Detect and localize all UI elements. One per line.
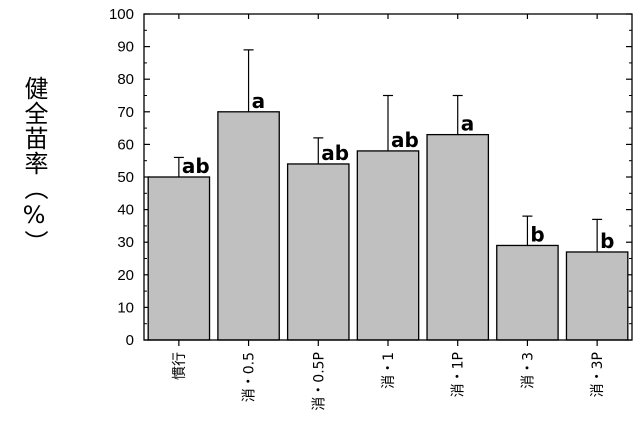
significance-label: a xyxy=(461,112,475,136)
y-tick-label: 80 xyxy=(117,71,134,88)
y-tick-label: 60 xyxy=(117,136,134,153)
y-tick-label: 100 xyxy=(109,6,134,23)
significance-label: ab xyxy=(182,154,210,178)
significance-label: ab xyxy=(391,128,419,152)
category-label: 消・0.5 xyxy=(242,352,258,402)
y-tick-label: 70 xyxy=(117,104,134,121)
category-label: 慣行 xyxy=(171,352,188,380)
y-tick-label: 50 xyxy=(117,169,134,186)
bar xyxy=(217,111,280,341)
y-tick-label: 40 xyxy=(117,202,134,219)
category-label: 消・1 xyxy=(381,352,397,389)
category-label: 消・1P xyxy=(451,352,467,397)
category-label: 消・3P xyxy=(590,352,606,397)
bar xyxy=(147,176,211,341)
plot-frame xyxy=(143,13,633,341)
bar xyxy=(496,244,559,341)
bar xyxy=(356,150,420,341)
category-label: 消・3 xyxy=(520,352,536,389)
y-tick-label: 10 xyxy=(117,299,134,316)
y-axis-title: 健全苗率（%） xyxy=(20,76,48,255)
bar xyxy=(286,163,350,341)
bar xyxy=(565,251,629,341)
y-tick-label: 90 xyxy=(117,39,134,56)
category-label: 消・0.5P xyxy=(311,352,327,411)
significance-label: a xyxy=(252,89,265,113)
significance-label: b xyxy=(600,229,614,253)
bar xyxy=(426,133,490,341)
y-tick-label: 0 xyxy=(126,332,134,349)
y-tick-label: 30 xyxy=(117,234,134,251)
significance-label: ab xyxy=(321,141,349,165)
significance-label: b xyxy=(530,222,544,246)
y-tick-label: 20 xyxy=(117,267,134,284)
